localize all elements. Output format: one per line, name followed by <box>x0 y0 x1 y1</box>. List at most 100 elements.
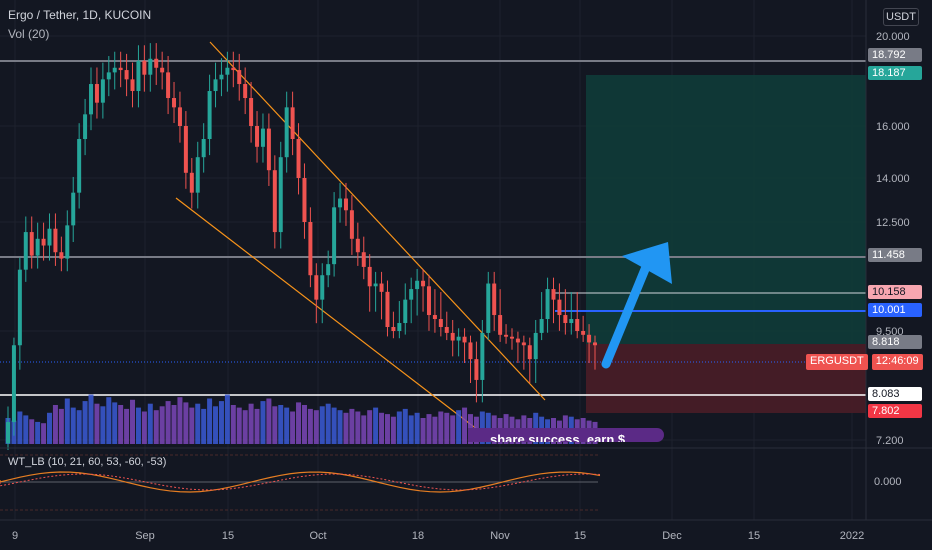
volume-bar <box>367 410 373 444</box>
candle-body <box>504 334 509 337</box>
candle-body <box>462 336 467 343</box>
resistance-mid-tag: 11.458 <box>868 248 922 262</box>
volume-bar <box>313 410 319 444</box>
candle-body <box>421 280 426 287</box>
candle-body <box>237 70 242 85</box>
volume-bar <box>135 407 141 444</box>
volume-bar <box>130 399 136 444</box>
banner-text: share success, earn $ <box>490 432 626 442</box>
level-10158-tag: 10.158 <box>868 285 922 299</box>
volume-bar <box>343 412 349 444</box>
volume-bar <box>426 414 432 444</box>
candle-body <box>255 126 260 147</box>
candle-body <box>515 338 520 343</box>
candle-body <box>23 232 28 270</box>
candle-body <box>527 345 532 360</box>
price-tick: 12.500 <box>876 217 910 229</box>
time-tick: 2022 <box>840 530 864 542</box>
candle-body <box>118 67 123 71</box>
candle-body <box>219 74 224 80</box>
candle-body <box>94 84 99 103</box>
time-tick: Nov <box>490 530 510 542</box>
candle-body <box>432 315 437 320</box>
share-banner[interactable]: share success, earn $ <box>468 428 664 442</box>
candle-body <box>207 91 212 139</box>
candle-body <box>373 283 378 287</box>
volume-bar <box>248 403 254 444</box>
candle-body <box>83 114 88 139</box>
volume-bar <box>177 397 183 444</box>
candle-body <box>521 342 526 346</box>
candle-body <box>183 126 188 173</box>
volume-bar <box>296 402 302 444</box>
candle-body <box>130 79 135 92</box>
candle-body <box>225 67 230 75</box>
candle-body <box>539 319 544 333</box>
candle-body <box>379 283 384 292</box>
indicator-zero-label: 0.000 <box>874 476 902 488</box>
arrow-shaft <box>601 257 653 369</box>
candle-body <box>338 198 343 208</box>
time-axis: 9 Sep 15 Oct 18 Nov 15 Dec 15 2022 <box>0 519 932 542</box>
candle-body <box>456 336 461 341</box>
time-tick: Dec <box>662 530 682 542</box>
support-level-tag: 8.818 <box>868 335 922 349</box>
candle-body <box>474 359 479 380</box>
candle-body <box>41 238 46 246</box>
volume-bar <box>112 402 118 444</box>
candle-body <box>355 238 360 253</box>
candle-body <box>486 283 491 333</box>
volume-bar <box>260 401 266 444</box>
candle-body <box>47 228 52 246</box>
candle-body <box>409 289 414 300</box>
volume-bar <box>319 406 325 444</box>
volume-bar <box>432 416 438 444</box>
candle-body <box>213 79 218 92</box>
candle-body <box>450 332 455 341</box>
volume-bar <box>266 398 272 444</box>
candle-body <box>551 289 556 300</box>
volume-bar <box>201 408 207 444</box>
time-tick: 15 <box>574 530 586 542</box>
volume-bar <box>373 407 379 444</box>
volume-bar <box>325 403 331 444</box>
time-tick: 15 <box>222 530 234 542</box>
candle-body <box>71 192 76 226</box>
volume-bar <box>189 407 195 444</box>
candle-body <box>11 345 16 423</box>
candle-body <box>314 275 319 300</box>
candle-body <box>290 107 295 139</box>
volume-bar <box>218 401 224 444</box>
volume-bar <box>171 405 177 444</box>
volume-bar <box>70 407 76 444</box>
countdown: 12:46:09 <box>871 354 923 370</box>
candle-body <box>385 291 390 328</box>
price-tick: 20.000 <box>876 31 910 43</box>
volume-bar <box>224 394 230 444</box>
volume-bar <box>355 411 361 444</box>
candle-body <box>284 107 289 158</box>
volume-bar <box>402 408 408 444</box>
candle-body <box>349 210 354 239</box>
candle-body <box>545 289 550 320</box>
level-10001-tag: 10.001 <box>868 303 922 317</box>
candle-body <box>581 331 586 335</box>
time-tick: 9 <box>12 530 18 542</box>
currency-button[interactable]: USDT <box>883 8 919 26</box>
channel-upper <box>209 41 546 401</box>
candle-body <box>266 128 271 171</box>
candle-body <box>302 178 307 222</box>
candle-body <box>367 266 372 287</box>
volume-bar <box>94 403 100 444</box>
candle-body <box>326 264 331 276</box>
candle-body <box>172 98 177 108</box>
target-price-tag: 18.187 <box>868 66 922 80</box>
volume-bar <box>278 405 284 444</box>
candle-body <box>249 98 254 126</box>
candle-body <box>112 67 117 73</box>
volume-bar <box>272 406 278 444</box>
candle-body <box>260 128 265 147</box>
volume-bar <box>195 403 201 444</box>
